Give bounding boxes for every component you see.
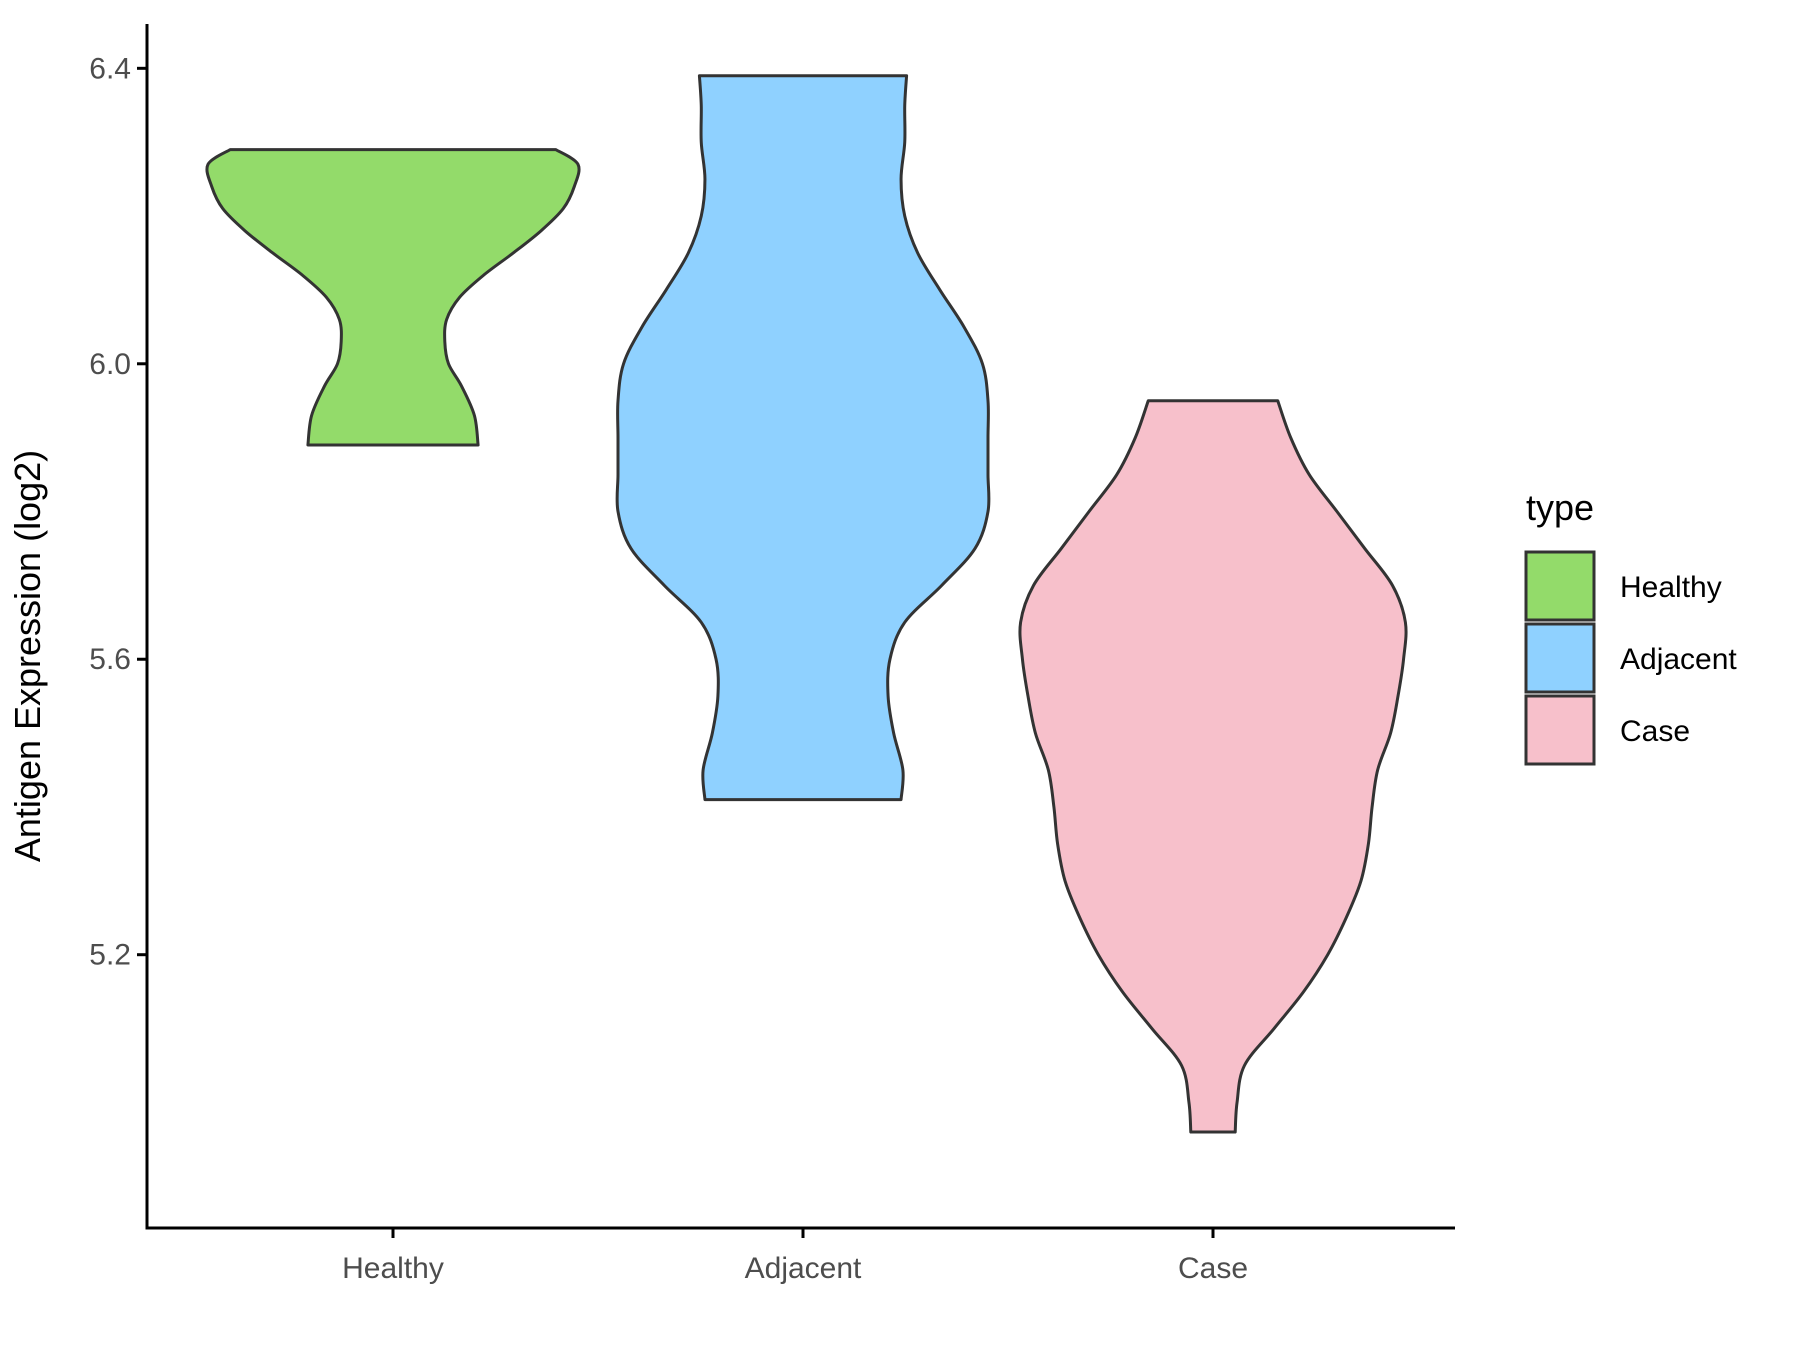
violin-adjacent — [615, 74, 991, 802]
y-tick-label: 5.6 — [89, 643, 131, 676]
legend-key-case — [1524, 694, 1596, 766]
x-tick-label: Case — [1178, 1252, 1248, 1285]
x-ticks: Healthy Adjacent Case — [342, 1228, 1248, 1285]
axes-group — [145, 24, 1455, 1230]
y-ticks: 5.2 5.6 6.0 6.4 — [89, 52, 147, 972]
x-tick-label: Adjacent — [745, 1252, 862, 1285]
y-tick-label: 6.0 — [89, 348, 131, 381]
violin-case — [1018, 399, 1408, 1134]
y-axis-title: Antigen Expression (log2) — [7, 450, 48, 862]
legend-key-healthy — [1524, 550, 1596, 622]
legend-label: Adjacent — [1620, 643, 1737, 676]
violin-group — [205, 74, 1408, 1134]
legend: type Healthy Adjacent Case — [1524, 487, 1737, 766]
y-tick-label: 5.2 — [89, 939, 131, 972]
legend-title: type — [1526, 487, 1594, 528]
legend-label: Healthy — [1620, 571, 1722, 604]
y-tick-label: 6.4 — [89, 52, 131, 85]
legend-key-adjacent — [1524, 622, 1596, 694]
legend-label: Case — [1620, 715, 1690, 748]
x-tick-label: Healthy — [342, 1252, 444, 1285]
violin-healthy — [205, 148, 581, 447]
